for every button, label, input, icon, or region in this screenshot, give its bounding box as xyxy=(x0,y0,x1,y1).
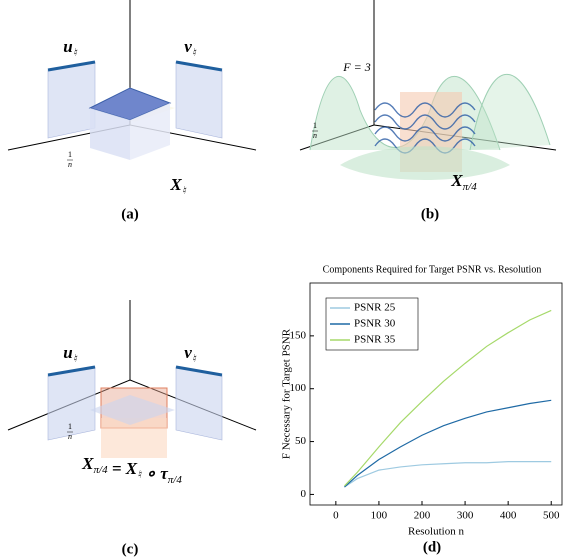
panel-a xyxy=(7,0,257,160)
frac-num: 1 xyxy=(68,422,72,431)
math-label: X♮ xyxy=(169,175,186,197)
math-sub: π/4 xyxy=(168,474,183,486)
series-line xyxy=(344,399,552,488)
math-sub: ♮ xyxy=(182,185,187,197)
math-main: u xyxy=(63,343,72,362)
math-sub: π/4 xyxy=(94,464,109,476)
panel-b xyxy=(299,0,557,180)
math-main: v xyxy=(184,37,192,56)
math-sub: ♮ xyxy=(137,469,142,481)
math-sub: ♮ xyxy=(73,353,78,365)
series-line xyxy=(344,461,552,488)
math-main: X xyxy=(81,454,94,473)
math-label: u♮ xyxy=(63,37,77,59)
frac-den: n xyxy=(313,131,317,140)
math-main: X xyxy=(450,171,463,190)
legend-label: PSNR 35 xyxy=(354,334,396,346)
x-tick-label: 300 xyxy=(457,510,474,522)
math-label: Xπ/4 xyxy=(450,171,477,193)
math-label: u♮ xyxy=(63,343,77,365)
math-main: ∘ τ xyxy=(141,464,168,483)
legend-label: PSNR 25 xyxy=(354,302,396,314)
frac-num: 1 xyxy=(313,121,317,130)
x-tick-label: 500 xyxy=(543,510,560,522)
math-main: X xyxy=(169,175,182,194)
x-tick-label: 0 xyxy=(333,510,339,522)
math-label: Xπ/4 = X♮ ∘ τπ/4 xyxy=(81,454,182,486)
f-label: F = 3 xyxy=(342,60,370,74)
y-tick-label: 50 xyxy=(295,435,307,447)
frac-den: n xyxy=(68,160,72,169)
panel-label: (b) xyxy=(421,206,439,222)
plot-frame xyxy=(309,282,563,506)
panel-label: (d) xyxy=(423,539,441,555)
math-sub: ♮ xyxy=(192,47,197,59)
math-label: v♮ xyxy=(184,343,197,365)
math-sub: ♮ xyxy=(73,47,78,59)
math-main: u xyxy=(63,37,72,56)
x-tick-label: 200 xyxy=(414,510,431,522)
panel-label: (a) xyxy=(121,206,139,222)
y-tick-label: 150 xyxy=(290,329,307,341)
y-tick-label: 0 xyxy=(301,488,307,500)
legend-label: PSNR 30 xyxy=(354,318,396,330)
frac-den: n xyxy=(68,432,72,441)
math-sub: π/4 xyxy=(463,181,478,193)
math-main: v xyxy=(184,343,192,362)
math-main: = X xyxy=(108,459,138,478)
math-sub: ♮ xyxy=(192,353,197,365)
y-axis-label: F Necessary for Target PSNR xyxy=(281,328,293,459)
y-tick-label: 100 xyxy=(290,382,307,394)
panel-c xyxy=(7,300,257,458)
x-tick-label: 100 xyxy=(371,510,388,522)
x-axis-label: Resolution n xyxy=(408,526,464,538)
panel-label: (c) xyxy=(122,541,139,557)
math-label: v♮ xyxy=(184,37,197,59)
chart-title: Components Required for Target PSNR vs. … xyxy=(323,264,542,275)
series-line xyxy=(344,309,552,487)
x-tick-label: 400 xyxy=(500,510,517,522)
frac-num: 1 xyxy=(68,150,72,159)
